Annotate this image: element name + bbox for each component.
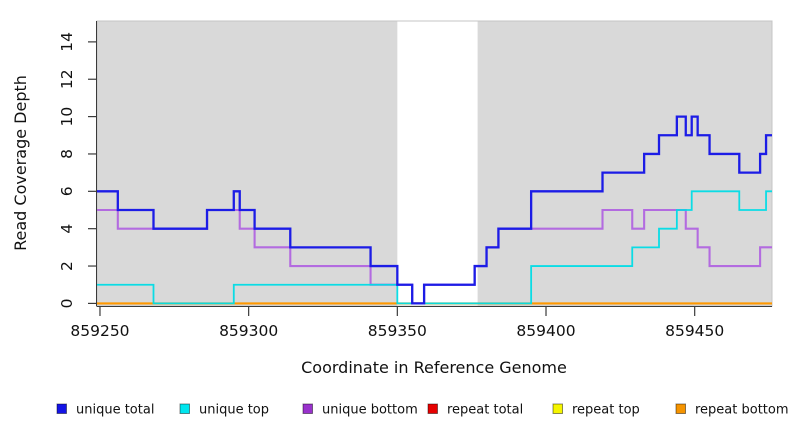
legend-label-unique-bottom: unique bottom <box>322 403 418 418</box>
y-tick-label: 12 <box>58 69 76 89</box>
legend-label-repeat-top: repeat top <box>572 403 640 418</box>
y-tick-label: 0 <box>58 298 76 308</box>
legend-label-unique-top: unique top <box>199 403 269 418</box>
legend-swatch-repeat-bottom <box>675 403 686 414</box>
legend-swatch-unique-total <box>56 403 67 414</box>
y-tick-label: 6 <box>58 186 76 196</box>
x-tick-label: 859450 <box>665 322 724 340</box>
legend-label-unique-total: unique total <box>76 403 154 418</box>
y-tick-label: 14 <box>58 32 76 52</box>
x-tick-label: 859250 <box>70 322 129 340</box>
gap-region <box>397 21 478 306</box>
x-axis-title: Coordinate in Reference Genome <box>301 358 567 377</box>
y-tick-label: 2 <box>58 261 76 271</box>
y-tick-label: 8 <box>58 149 76 159</box>
series-line-unique-total <box>97 115 772 305</box>
legend-swatch-repeat-top <box>552 403 563 414</box>
x-tick-label: 859350 <box>368 322 427 340</box>
y-axis-title: Read Coverage Depth <box>11 75 30 251</box>
legend-swatch-repeat-total <box>427 403 438 414</box>
legend-swatch-unique-bottom <box>302 403 313 414</box>
legend-label-repeat-bottom: repeat bottom <box>695 403 789 418</box>
y-tick-label: 10 <box>58 107 76 127</box>
legend-swatch-unique-top <box>179 403 190 414</box>
series-line-unique-top <box>97 190 772 305</box>
x-tick-label: 859300 <box>219 322 278 340</box>
legend-label-repeat-total: repeat total <box>447 403 523 418</box>
y-tick-label: 4 <box>58 224 76 234</box>
x-tick-label: 859400 <box>516 322 575 340</box>
